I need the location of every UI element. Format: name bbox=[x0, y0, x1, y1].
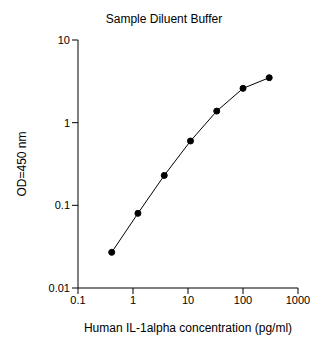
svg-text:0.1: 0.1 bbox=[55, 199, 70, 211]
svg-text:100: 100 bbox=[234, 294, 252, 306]
svg-text:10: 10 bbox=[58, 34, 70, 46]
svg-text:10: 10 bbox=[182, 294, 194, 306]
html-text:Sample Diluent Buffer: Sample Diluent Buffer bbox=[105, 12, 223, 26]
svg-text:1: 1 bbox=[64, 117, 70, 129]
svg-text:1: 1 bbox=[130, 294, 136, 306]
svg-text:OD=450 nm: OD=450 nm bbox=[15, 131, 29, 196]
svg-text:0.01: 0.01 bbox=[49, 282, 70, 294]
svg-text:1000: 1000 bbox=[286, 294, 310, 306]
svg-text:0.1: 0.1 bbox=[70, 294, 85, 306]
svg-text:Human IL-1alpha concentration: Human IL-1alpha concentration (pg/ml) bbox=[84, 321, 292, 335]
